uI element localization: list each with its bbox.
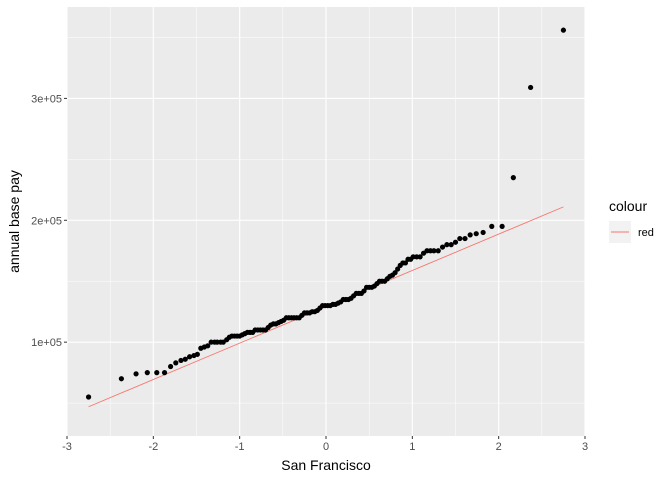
- y-tick-label: 2e+05: [31, 215, 62, 227]
- x-tick-label: 2: [496, 441, 502, 453]
- data-point: [448, 242, 454, 248]
- data-point: [435, 248, 441, 254]
- y-tick-label: 1e+05: [31, 337, 62, 349]
- x-tick-label: 3: [582, 441, 588, 453]
- data-point: [178, 357, 184, 364]
- data-point: [489, 223, 495, 229]
- x-tick-label: -2: [148, 441, 158, 453]
- data-point: [194, 351, 200, 357]
- data-point: [395, 266, 401, 272]
- data-point: [361, 288, 367, 294]
- data-point: [462, 235, 468, 242]
- data-point: [205, 343, 211, 349]
- data-point: [154, 370, 160, 376]
- data-point: [452, 239, 459, 245]
- x-tick-label: -1: [235, 441, 245, 453]
- data-point: [473, 231, 479, 237]
- data-points: [85, 27, 567, 400]
- data-point: [560, 27, 567, 33]
- x-tick-label: 1: [409, 441, 415, 453]
- data-point: [499, 223, 505, 229]
- data-point: [417, 254, 423, 260]
- data-point: [467, 232, 473, 238]
- x-tick-label: 0: [323, 441, 329, 453]
- data-point: [431, 248, 437, 254]
- data-point: [144, 370, 150, 376]
- y-axis-ticks: 1e+05 2e+05 3e+05: [31, 93, 67, 349]
- x-tick-label: -3: [62, 441, 72, 453]
- data-point: [182, 356, 188, 362]
- legend: colour red: [609, 198, 654, 243]
- legend-label-red: red: [638, 227, 654, 239]
- x-axis-title: San Francisco: [281, 457, 371, 473]
- major-gridlines: [66, 7, 586, 436]
- data-point: [457, 235, 463, 242]
- data-point: [480, 229, 486, 236]
- data-point: [168, 363, 174, 370]
- data-point: [118, 376, 124, 382]
- data-point: [133, 371, 139, 377]
- data-point: [439, 244, 446, 250]
- data-point: [161, 370, 168, 376]
- y-tick-label: 3e+05: [31, 93, 62, 105]
- y-axis-title: annual base pay: [6, 170, 22, 273]
- data-point: [85, 394, 92, 400]
- data-point: [173, 360, 179, 366]
- data-point: [402, 260, 409, 266]
- x-axis-ticks: -3 -2 -1 0 1 2 3: [62, 436, 588, 453]
- data-point: [392, 270, 398, 276]
- data-point: [510, 175, 516, 181]
- data-point: [528, 84, 534, 91]
- legend-title: colour: [609, 198, 647, 214]
- data-point: [444, 242, 450, 248]
- data-point: [186, 354, 193, 360]
